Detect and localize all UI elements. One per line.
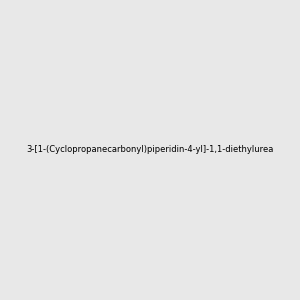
Text: 3-[1-(Cyclopropanecarbonyl)piperidin-4-yl]-1,1-diethylurea: 3-[1-(Cyclopropanecarbonyl)piperidin-4-y… <box>26 146 274 154</box>
